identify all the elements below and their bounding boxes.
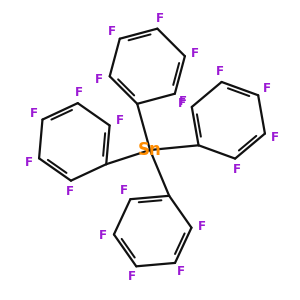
Text: F: F <box>120 184 128 197</box>
Text: F: F <box>177 265 185 278</box>
Text: F: F <box>191 47 199 60</box>
Text: Sn: Sn <box>138 141 162 159</box>
Text: F: F <box>233 163 241 176</box>
Text: F: F <box>99 229 107 242</box>
Text: F: F <box>178 95 187 108</box>
Text: F: F <box>30 107 38 120</box>
Text: F: F <box>95 73 103 85</box>
Text: F: F <box>216 65 224 78</box>
Polygon shape <box>110 29 185 104</box>
Text: F: F <box>75 86 83 99</box>
Text: F: F <box>116 114 123 128</box>
Text: F: F <box>198 220 206 233</box>
Text: F: F <box>108 25 116 38</box>
Polygon shape <box>114 196 191 266</box>
Text: F: F <box>66 185 74 198</box>
Text: F: F <box>262 82 270 95</box>
Text: F: F <box>178 97 186 110</box>
Polygon shape <box>39 103 110 181</box>
Text: F: F <box>128 270 136 283</box>
Text: F: F <box>25 156 33 170</box>
Polygon shape <box>192 82 265 159</box>
Text: F: F <box>156 12 164 25</box>
Text: F: F <box>271 131 279 144</box>
